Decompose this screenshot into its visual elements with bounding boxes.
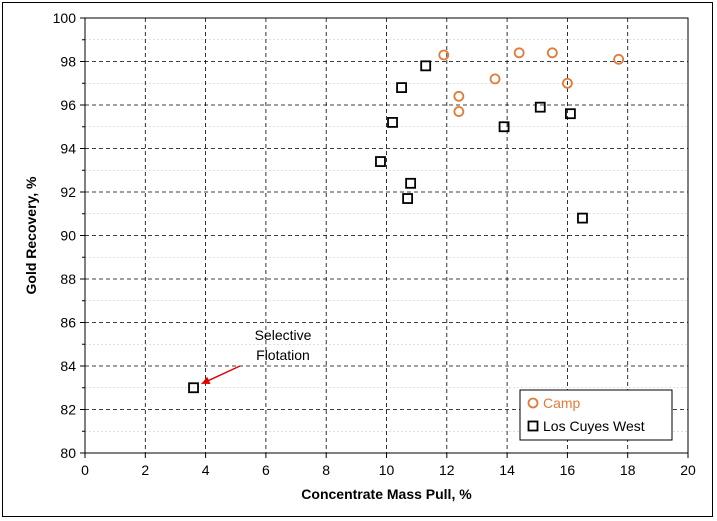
point-los-cuyes-west [402, 193, 414, 204]
y-tick-label: 90 [60, 228, 76, 244]
legend-label-los-cuyes-west: Los Cuyes West [543, 418, 645, 434]
y-tick-label: 94 [60, 141, 76, 157]
x-tick-label: 20 [680, 462, 696, 478]
x-tick-label: 0 [81, 462, 89, 478]
y-tick-label: 84 [60, 358, 76, 374]
y-tick-label: 88 [60, 271, 76, 287]
annotation-line-1: Selective [255, 327, 312, 343]
y-tick-labels: 80 82 84 86 88 90 92 94 96 98 100 [53, 10, 77, 461]
point-camp [453, 90, 465, 102]
x-tick-label: 2 [141, 462, 149, 478]
y-tick-label: 86 [60, 315, 76, 331]
y-tick-label: 98 [60, 54, 76, 70]
point-los-cuyes-west [188, 382, 199, 394]
y-axis-label: Gold Recovery, % [23, 176, 39, 295]
point-los-cuyes-west [534, 101, 546, 113]
x-axis-label: Concentrate Mass Pull, % [301, 486, 472, 502]
point-camp [613, 53, 625, 65]
point-camp [489, 73, 501, 85]
x-tick-label: 10 [379, 462, 395, 478]
point-los-cuyes-west [498, 121, 510, 133]
x-tick-label: 18 [620, 462, 636, 478]
y-tick-label: 96 [60, 97, 76, 113]
point-camp [453, 106, 465, 117]
x-tick-label: 12 [439, 462, 455, 478]
legend-label-camp: Camp [543, 395, 581, 411]
y-tick-label: 80 [60, 445, 76, 461]
point-camp [438, 49, 450, 61]
legend: Camp Los Cuyes West [519, 389, 673, 441]
legend-marker-los-cuyes-west [527, 420, 539, 432]
point-los-cuyes-west [396, 82, 407, 93]
major-grid [85, 18, 688, 453]
axis-ticks [80, 17, 689, 458]
point-camp [562, 77, 573, 89]
point-los-cuyes-west [387, 117, 398, 128]
x-tick-label: 6 [262, 462, 270, 478]
annotation-arrowhead [201, 376, 211, 385]
selective-flotation-annotation: Selective Flotation [201, 327, 312, 385]
data-points [188, 47, 625, 394]
point-los-cuyes-west [420, 60, 432, 72]
x-tick-label: 14 [499, 462, 515, 478]
point-los-cuyes-west [577, 212, 588, 224]
legend-marker-camp [527, 397, 539, 409]
x-tick-label: 16 [560, 462, 576, 478]
y-tick-label: 82 [60, 402, 76, 418]
y-tick-label: 100 [53, 10, 77, 26]
point-los-cuyes-west [565, 108, 576, 120]
annotation-line-2: Flotation [256, 347, 310, 363]
x-tick-label: 4 [202, 462, 210, 478]
y-tick-label: 92 [60, 184, 76, 200]
point-camp [513, 47, 525, 59]
point-camp [546, 47, 558, 59]
point-los-cuyes-west [405, 177, 417, 189]
x-tick-label: 8 [322, 462, 330, 478]
point-los-cuyes-west [375, 156, 386, 167]
x-tick-labels: 0 2 4 6 8 10 12 14 16 18 20 [81, 462, 696, 478]
legend-box [519, 389, 673, 441]
